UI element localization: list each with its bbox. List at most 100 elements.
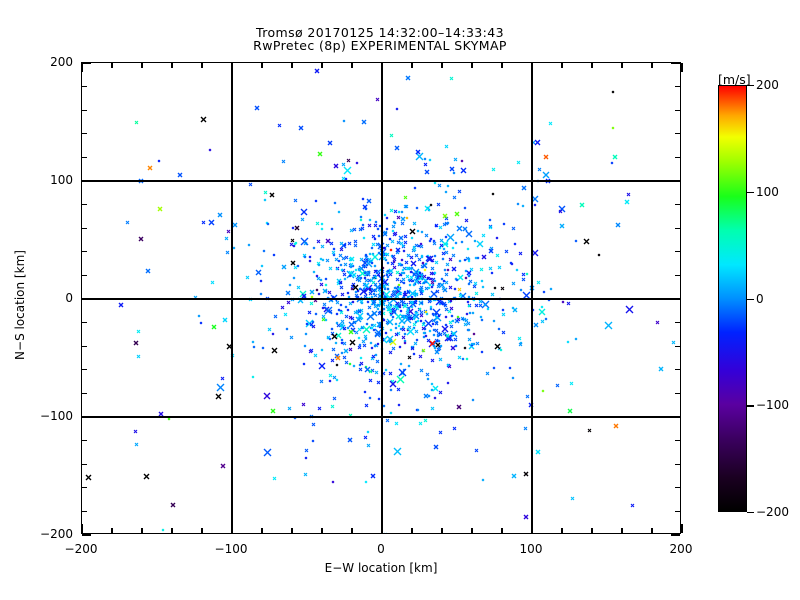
scatter-point <box>374 353 378 357</box>
scatter-point <box>429 277 433 280</box>
scatter-point <box>348 347 353 352</box>
scatter-point <box>366 198 372 204</box>
x-axis-tick-label: 0 <box>377 542 385 556</box>
scatter-point <box>300 208 308 216</box>
scatter-point <box>353 310 358 315</box>
scatter-point <box>401 263 404 267</box>
scatter-point <box>391 224 396 229</box>
scatter-point <box>464 270 467 273</box>
scatter-point <box>413 315 417 319</box>
scatter-point <box>462 317 467 322</box>
scatter-point <box>516 268 519 272</box>
scatter-point <box>486 307 489 311</box>
scatter-point <box>319 257 323 261</box>
scatter-point <box>332 375 337 380</box>
scatter-point <box>485 371 490 376</box>
scatter-point <box>446 363 450 367</box>
y-axis-tick-label: 200 <box>50 55 73 69</box>
scatter-point <box>504 249 509 254</box>
scatter-point <box>371 242 376 247</box>
y-axis-tick-right <box>675 109 680 111</box>
x-axis-tick-top <box>111 63 113 68</box>
scatter-point <box>434 223 439 228</box>
scatter-point <box>391 229 395 233</box>
y-axis-tick-right <box>675 345 680 347</box>
scatter-point <box>346 159 350 163</box>
scatter-point <box>362 325 371 334</box>
scatter-point <box>397 287 400 291</box>
scatter-point <box>480 350 484 354</box>
scatter-point <box>407 278 411 282</box>
scatter-point <box>449 76 454 81</box>
scatter-point <box>431 312 434 315</box>
scatter-point <box>336 324 341 328</box>
scatter-point <box>317 406 322 411</box>
scatter-point <box>626 192 631 197</box>
scatter-point <box>394 332 398 337</box>
scatter-point <box>359 270 366 277</box>
scatter-point <box>517 337 522 341</box>
scatter-point <box>378 311 382 314</box>
scatter-point <box>358 287 361 291</box>
scatter-point <box>395 294 400 299</box>
scatter-point <box>421 348 426 352</box>
scatter-point <box>271 347 277 354</box>
scatter-point <box>410 346 415 351</box>
scatter-point <box>352 300 355 304</box>
scatter-point <box>294 225 299 231</box>
scatter-point <box>419 354 423 359</box>
scatter-point <box>426 377 430 380</box>
scatter-point <box>345 255 349 260</box>
scatter-point <box>561 300 564 304</box>
scatter-point <box>391 290 396 295</box>
y-axis-tick-label: −200 <box>40 527 73 541</box>
scatter-point <box>263 190 268 195</box>
scatter-point <box>343 243 347 246</box>
scatter-point <box>373 328 376 332</box>
scatter-point <box>413 341 418 346</box>
scatter-point <box>375 97 380 102</box>
colorbar-tick <box>747 191 754 194</box>
scatter-point <box>549 287 553 291</box>
scatter-point <box>371 288 376 293</box>
scatter-point <box>136 354 141 359</box>
scatter-point <box>426 276 430 280</box>
scatter-point <box>398 317 406 325</box>
scatter-point <box>336 321 339 325</box>
scatter-point <box>410 295 413 298</box>
scatter-point <box>320 227 324 230</box>
scatter-point <box>424 205 431 212</box>
scatter-point <box>319 379 323 384</box>
x-axis-tick-top <box>141 63 143 68</box>
scatter-point <box>419 313 424 318</box>
scatter-point <box>425 255 432 262</box>
scatter-point <box>320 222 324 226</box>
scatter-point <box>308 310 312 315</box>
scatter-point <box>400 216 406 222</box>
scatter-point <box>361 119 367 125</box>
scatter-point <box>442 222 446 227</box>
scatter-point <box>378 224 382 228</box>
scatter-point <box>370 326 373 330</box>
scatter-point <box>143 473 150 479</box>
scatter-point <box>305 322 309 326</box>
y-axis-tick-right <box>675 369 680 371</box>
y-axis-tick-right <box>675 439 680 442</box>
scatter-point <box>398 262 402 265</box>
scatter-point <box>624 199 629 205</box>
scatter-point <box>357 345 362 350</box>
colorbar-tick <box>747 405 754 407</box>
scatter-point <box>442 279 446 283</box>
scatter-point <box>337 308 341 312</box>
scatter-point <box>402 249 406 252</box>
scatter-point <box>423 418 428 423</box>
scatter-point <box>386 269 390 273</box>
scatter-point <box>440 277 444 281</box>
scatter-point <box>177 172 182 178</box>
scatter-point <box>396 375 405 384</box>
scatter-point <box>359 356 362 360</box>
scatter-point <box>453 157 458 162</box>
scatter-point <box>403 290 407 294</box>
scatter-point <box>296 265 300 268</box>
scatter-point <box>272 476 277 481</box>
